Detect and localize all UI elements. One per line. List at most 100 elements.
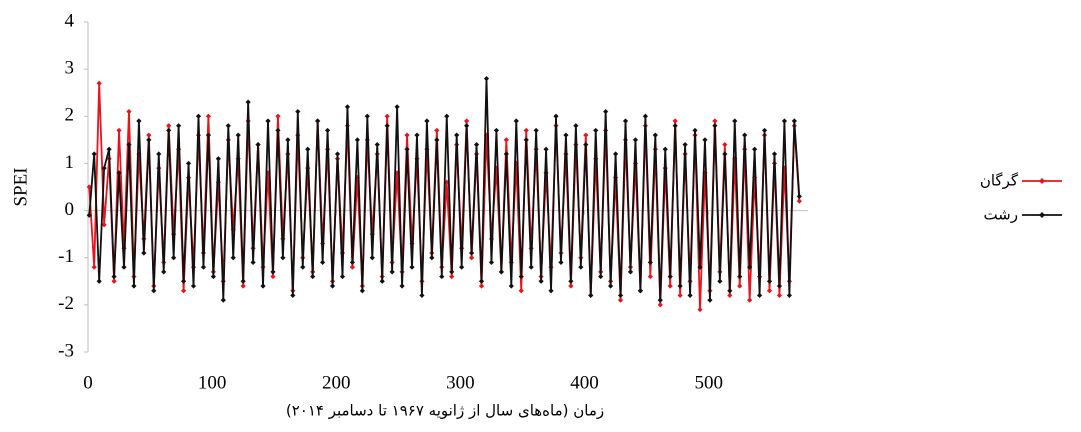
point-marker bbox=[687, 292, 693, 299]
y-tick-label: 2 bbox=[65, 105, 75, 126]
point-marker bbox=[354, 137, 360, 143]
point-marker bbox=[508, 283, 514, 289]
x-tick-label: 500 bbox=[694, 372, 723, 393]
legend-marker bbox=[1039, 212, 1045, 218]
point-marker bbox=[498, 269, 504, 275]
point-marker bbox=[697, 306, 703, 313]
point-marker bbox=[727, 292, 733, 299]
point-marker bbox=[449, 273, 455, 280]
y-tick-label: -1 bbox=[58, 246, 74, 267]
point-marker bbox=[493, 127, 500, 134]
point-marker bbox=[290, 292, 296, 299]
point-marker bbox=[682, 141, 688, 148]
point-marker bbox=[603, 108, 609, 115]
point-marker bbox=[245, 99, 251, 105]
point-marker bbox=[320, 259, 326, 266]
point-marker bbox=[305, 146, 311, 152]
point-marker bbox=[732, 118, 738, 124]
point-marker bbox=[727, 288, 733, 294]
point-marker bbox=[166, 123, 172, 129]
point-marker bbox=[96, 80, 102, 86]
point-marker bbox=[518, 273, 524, 280]
point-marker bbox=[280, 255, 286, 261]
point-marker bbox=[429, 255, 435, 261]
point-marker bbox=[712, 123, 718, 129]
point-marker bbox=[111, 273, 117, 280]
point-marker bbox=[190, 283, 197, 289]
point-marker bbox=[86, 184, 92, 190]
point-marker bbox=[578, 264, 584, 270]
point-marker bbox=[91, 264, 97, 270]
y-tick-label: -2 bbox=[58, 293, 74, 314]
point-marker bbox=[126, 108, 132, 115]
point-marker bbox=[488, 259, 495, 266]
point-marker bbox=[404, 146, 410, 152]
point-marker bbox=[647, 259, 653, 266]
point-marker bbox=[101, 165, 107, 171]
point-marker bbox=[692, 127, 698, 134]
point-marker bbox=[518, 288, 524, 294]
point-marker bbox=[116, 170, 122, 176]
point-marker bbox=[662, 146, 668, 152]
point-marker bbox=[200, 264, 207, 270]
point-marker bbox=[275, 113, 281, 119]
point-marker bbox=[364, 113, 370, 119]
point-marker bbox=[285, 137, 291, 143]
legend-label: رشت bbox=[983, 206, 1018, 224]
point-marker bbox=[766, 288, 773, 294]
point-marker bbox=[632, 137, 639, 143]
point-marker bbox=[166, 127, 172, 134]
point-marker bbox=[617, 297, 624, 303]
point-marker bbox=[722, 151, 728, 157]
point-marker bbox=[528, 264, 534, 270]
point-marker bbox=[270, 269, 276, 275]
point-marker bbox=[111, 278, 117, 284]
point-marker bbox=[270, 273, 276, 280]
point-marker bbox=[141, 250, 147, 256]
y-axis-title: SPEI bbox=[10, 167, 31, 206]
x-tick-label: 100 bbox=[198, 372, 227, 393]
point-marker bbox=[717, 278, 723, 284]
point-marker bbox=[478, 278, 485, 284]
point-marker bbox=[766, 278, 773, 284]
point-marker bbox=[369, 255, 375, 261]
y-tick-label: 1 bbox=[65, 152, 75, 173]
point-marker bbox=[349, 264, 356, 270]
point-marker bbox=[146, 132, 152, 138]
point-marker bbox=[503, 151, 509, 157]
point-marker bbox=[409, 264, 415, 270]
x-tick-label: 400 bbox=[570, 372, 599, 393]
point-marker bbox=[737, 283, 743, 289]
point-marker bbox=[101, 222, 107, 228]
y-tick-label: -3 bbox=[58, 340, 74, 361]
point-marker bbox=[384, 123, 390, 129]
point-marker bbox=[86, 212, 92, 218]
point-marker bbox=[180, 288, 187, 294]
point-marker bbox=[533, 127, 539, 134]
point-marker bbox=[553, 113, 559, 119]
point-marker bbox=[315, 118, 321, 124]
point-marker bbox=[295, 108, 301, 115]
point-marker bbox=[424, 118, 430, 124]
point-marker bbox=[220, 297, 226, 303]
point-marker bbox=[747, 297, 753, 303]
point-marker bbox=[161, 269, 167, 275]
point-marker bbox=[513, 118, 519, 124]
legend-marker bbox=[1039, 178, 1045, 184]
point-marker bbox=[568, 283, 574, 289]
point-marker bbox=[250, 259, 256, 266]
point-marker bbox=[235, 132, 241, 138]
y-tick-label: 0 bbox=[65, 199, 75, 220]
point-marker bbox=[156, 151, 162, 157]
y-tick-label: 3 bbox=[65, 58, 75, 79]
point-marker bbox=[637, 288, 644, 294]
point-marker bbox=[677, 292, 683, 299]
point-marker bbox=[106, 146, 112, 152]
point-marker bbox=[702, 137, 708, 143]
point-marker bbox=[523, 137, 529, 143]
point-marker bbox=[444, 113, 450, 119]
point-marker bbox=[647, 273, 653, 280]
point-marker bbox=[747, 264, 753, 270]
point-marker bbox=[334, 151, 341, 157]
